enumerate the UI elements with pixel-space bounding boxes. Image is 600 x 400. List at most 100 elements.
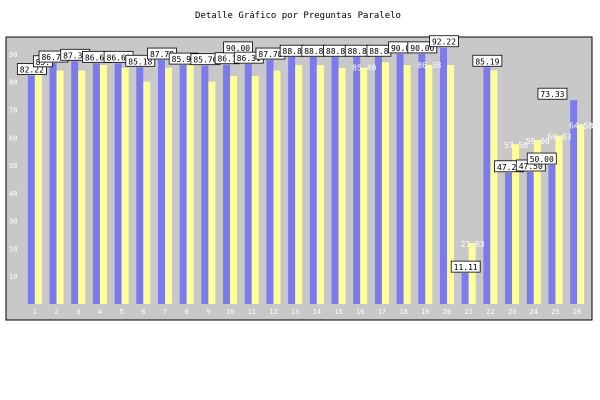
bar [403, 65, 411, 304]
bar [201, 65, 209, 304]
bar [533, 140, 541, 304]
bar [505, 172, 513, 304]
x-tick-label: 16 [356, 308, 364, 316]
data-label: 88.8 [344, 44, 370, 57]
x-tick-label: 14 [313, 308, 321, 316]
svg-text:88.8: 88.8 [369, 47, 388, 56]
bar [49, 63, 57, 304]
bar [447, 65, 454, 304]
bar [165, 67, 172, 304]
bar [353, 56, 361, 304]
bar [99, 65, 107, 304]
y-axis: 10 20 30 40 50 60 70 80 90 [9, 51, 17, 281]
bar [56, 70, 64, 304]
y-tick-label: 70 [9, 106, 17, 114]
bar [158, 60, 165, 305]
data-label: 88.8 [301, 44, 327, 57]
svg-text:88.8: 88.8 [283, 47, 302, 56]
x-tick-label: 24 [530, 308, 538, 316]
bar [331, 56, 339, 304]
bar [360, 67, 368, 304]
x-tick-label: 1 [33, 308, 37, 316]
x-tick-label: 15 [334, 308, 342, 316]
y-tick-label: 20 [9, 245, 17, 253]
data-label: 88.8 [279, 44, 305, 57]
y-tick-label: 50 [9, 162, 17, 170]
svg-text:90.0: 90.0 [391, 44, 410, 53]
data-label: 82.22 [16, 63, 47, 75]
x-tick-label: 22 [486, 308, 494, 316]
bar [512, 144, 520, 304]
y-tick-label: 80 [9, 79, 17, 87]
x-tick-label: 11 [248, 308, 256, 316]
bar [461, 273, 469, 304]
bar [288, 56, 296, 304]
x-tick-label: 12 [269, 308, 277, 316]
bar [244, 64, 252, 305]
bar [570, 100, 578, 304]
svg-text:87.34: 87.34 [63, 51, 87, 60]
data-label: 86.38 [417, 61, 441, 70]
bar [273, 70, 281, 304]
data-label: 11.11 [450, 260, 481, 273]
bar [418, 53, 426, 304]
svg-text:90.00: 90.00 [410, 44, 434, 53]
svg-text:73.33: 73.33 [540, 90, 564, 99]
x-tick-label: 13 [291, 308, 299, 316]
svg-text:85.97: 85.97 [172, 55, 196, 64]
y-tick-label: 30 [9, 218, 17, 226]
bar [374, 56, 382, 304]
x-tick-label: 6 [141, 308, 145, 316]
bar [143, 81, 151, 305]
x-tick-label: 3 [76, 308, 80, 316]
svg-text:87.78: 87.78 [150, 50, 174, 59]
svg-text:92.22: 92.22 [432, 38, 456, 47]
x-tick-label: 5 [120, 308, 124, 316]
bar [490, 70, 498, 304]
bar [136, 67, 144, 304]
x-tick-label: 23 [508, 308, 516, 316]
x-tick-label: 2 [54, 308, 58, 316]
bar [34, 67, 42, 304]
svg-text:87.78: 87.78 [258, 50, 282, 59]
bar [316, 65, 324, 304]
data-label: 92.22 [429, 35, 459, 48]
bar [577, 124, 585, 304]
bar [223, 64, 231, 305]
y-tick-label: 90 [9, 51, 17, 59]
y-tick-label: 40 [9, 190, 17, 198]
svg-text:88.8: 88.8 [326, 47, 345, 56]
bar [338, 67, 346, 304]
bar [78, 70, 86, 304]
x-tick-label: 4 [98, 308, 102, 316]
svg-text:82.22: 82.22 [20, 66, 44, 75]
x-tick-label: 10 [226, 308, 234, 316]
bar [208, 81, 216, 305]
svg-text:86.60: 86.60 [107, 53, 131, 62]
svg-text:86.31: 86.31 [237, 54, 261, 63]
svg-text:90.00: 90.00 [226, 44, 250, 53]
data-label: 57.50 [504, 141, 528, 150]
x-tick-label: 7 [163, 308, 167, 316]
x-tick-label: 18 [399, 308, 407, 316]
data-label: 88.8 [323, 44, 348, 57]
bar [121, 67, 129, 304]
boxed-labels: 82.2285.86.7087.3486.6086.6085.1887.7885… [16, 35, 568, 273]
x-tick-label: 9 [206, 308, 210, 316]
bar [425, 65, 433, 304]
bar [548, 165, 556, 304]
x-tick-label: 25 [551, 308, 559, 316]
bar [295, 65, 303, 304]
data-label: 21.93 [461, 240, 485, 249]
svg-text:88.8: 88.8 [304, 47, 323, 56]
bar [179, 65, 187, 304]
bar [468, 243, 476, 304]
bar [440, 47, 447, 305]
y-tick-label: 10 [9, 273, 17, 281]
bar [483, 67, 491, 304]
data-label: 60.63 [547, 133, 571, 142]
svg-text:86.1: 86.1 [217, 55, 236, 64]
data-label: 73.33 [537, 87, 568, 100]
